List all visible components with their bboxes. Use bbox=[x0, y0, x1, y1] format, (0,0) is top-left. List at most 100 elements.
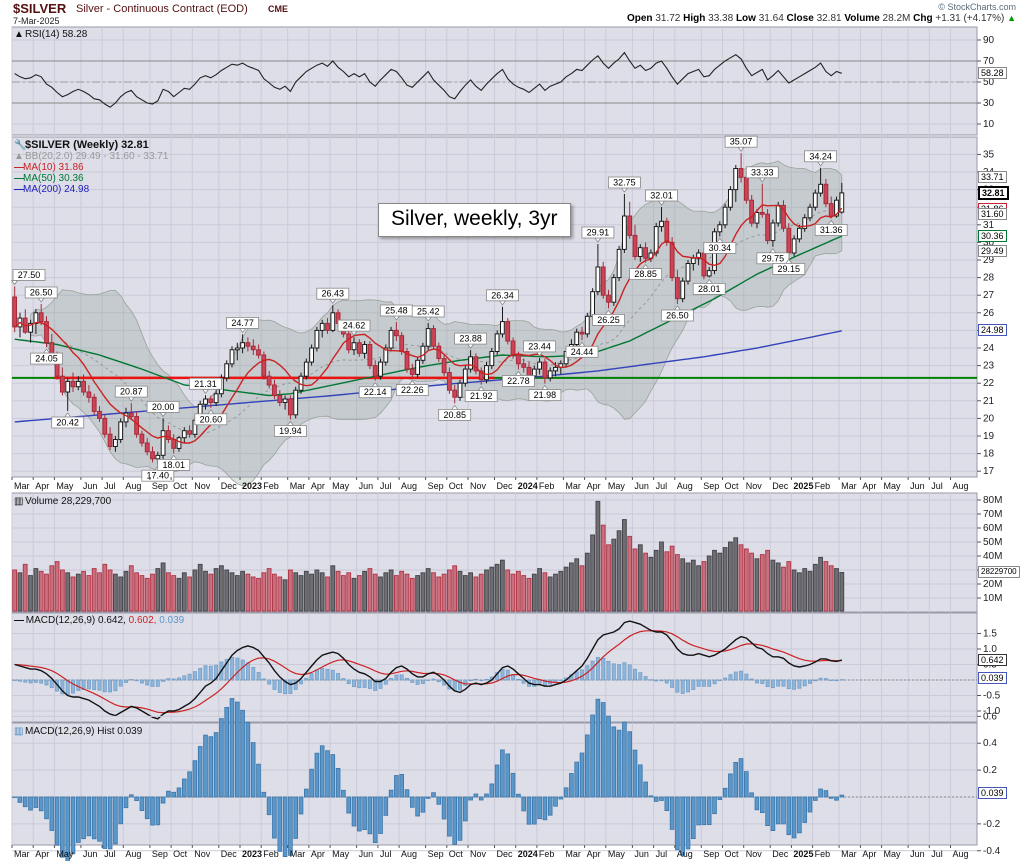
svg-text:Apr: Apr bbox=[311, 849, 325, 859]
svg-text:28.01: 28.01 bbox=[698, 284, 721, 294]
svg-text:May: May bbox=[56, 849, 74, 859]
open-label: Open bbox=[626, 13, 653, 24]
svg-text:Apr: Apr bbox=[311, 481, 325, 491]
svg-text:Sep: Sep bbox=[152, 481, 168, 491]
svg-text:35: 35 bbox=[983, 149, 995, 160]
svg-text:Jul: Jul bbox=[380, 481, 392, 491]
svg-text:2024: 2024 bbox=[518, 481, 538, 491]
svg-text:80M: 80M bbox=[983, 495, 1002, 506]
svg-text:Mar: Mar bbox=[290, 849, 306, 859]
svg-text:31: 31 bbox=[983, 220, 995, 231]
svg-text:Sep: Sep bbox=[703, 849, 719, 859]
svg-text:Sep: Sep bbox=[428, 481, 444, 491]
indicator-icon: ▲ bbox=[14, 29, 24, 40]
svg-text:50M: 50M bbox=[983, 537, 1002, 548]
svg-text:Oct: Oct bbox=[173, 481, 188, 491]
svg-text:90: 90 bbox=[983, 35, 995, 46]
volume-bars-icon: ▥ bbox=[14, 496, 24, 507]
svg-text:22.14: 22.14 bbox=[364, 387, 387, 397]
svg-text:20.87: 20.87 bbox=[120, 387, 143, 397]
bb-upper-box: 33.71 bbox=[978, 171, 1007, 183]
volume-legend: ▥ Volume 28,229,700 bbox=[14, 496, 111, 507]
svg-text:May: May bbox=[608, 481, 626, 491]
svg-text:27.50: 27.50 bbox=[18, 270, 41, 280]
svg-text:Jun: Jun bbox=[634, 481, 649, 491]
high-label: High bbox=[683, 13, 706, 24]
svg-text:23.88: 23.88 bbox=[459, 334, 482, 344]
chart-date: 7-Mar-2025 bbox=[13, 16, 60, 26]
svg-text:Jun: Jun bbox=[83, 849, 98, 859]
chart-type-icon: 🔧 bbox=[14, 140, 27, 151]
hist-last-box: 0.039 bbox=[978, 787, 1007, 799]
svg-text:20M: 20M bbox=[983, 579, 1002, 590]
svg-text:70: 70 bbox=[983, 56, 995, 67]
price-last-box: 32.81 bbox=[978, 186, 1009, 200]
svg-text:Jun: Jun bbox=[910, 481, 925, 491]
svg-text:21.98: 21.98 bbox=[534, 390, 557, 400]
macd-legend: — MACD(12,26,9) 0.642, 0.602, 0.039 bbox=[14, 615, 184, 626]
ma200-box: 24.98 bbox=[978, 324, 1007, 336]
svg-text:Aug: Aug bbox=[952, 849, 968, 859]
svg-text:Jul: Jul bbox=[104, 481, 116, 491]
svg-text:Nov: Nov bbox=[194, 849, 211, 859]
svg-text:Jul: Jul bbox=[656, 849, 668, 859]
svg-text:Jul: Jul bbox=[656, 481, 668, 491]
svg-text:Apr: Apr bbox=[35, 481, 49, 491]
svg-text:29.75: 29.75 bbox=[762, 253, 785, 263]
svg-text:Oct: Oct bbox=[449, 481, 464, 491]
macd-line-icon: — bbox=[14, 615, 24, 626]
ticker-symbol: $SILVER bbox=[13, 1, 67, 16]
bb-legend: BB(20,2.0) 29.49 - 31.60 - 33.71 bbox=[25, 151, 169, 162]
low-label: Low bbox=[735, 13, 756, 24]
svg-text:Mar: Mar bbox=[565, 481, 581, 491]
instrument-name: Silver - Continuous Contract (EOD) bbox=[76, 3, 248, 15]
svg-text:Jun: Jun bbox=[83, 481, 98, 491]
svg-text:Mar: Mar bbox=[290, 481, 306, 491]
volume-legend-text: Volume 28,229,700 bbox=[25, 496, 112, 507]
svg-text:Nov: Nov bbox=[746, 481, 763, 491]
svg-text:Feb: Feb bbox=[263, 849, 279, 859]
svg-text:19.94: 19.94 bbox=[279, 426, 302, 436]
ma50-line-icon: — bbox=[14, 173, 24, 184]
svg-text:Dec: Dec bbox=[772, 481, 789, 491]
svg-text:34.24: 34.24 bbox=[809, 151, 832, 161]
svg-text:24: 24 bbox=[983, 343, 995, 354]
hist-legend: ▥ MACD(12,26,9) Hist 0.039 bbox=[14, 726, 142, 737]
ma10-legend: MA(10) 31.86 bbox=[23, 162, 84, 173]
svg-text:28: 28 bbox=[983, 273, 995, 284]
hist-legend-text: MACD(12,26,9) Hist 0.039 bbox=[25, 726, 143, 737]
chg-value: +1.31 (+4.17%) bbox=[935, 13, 1005, 24]
svg-text:Jun: Jun bbox=[359, 481, 374, 491]
svg-text:May: May bbox=[608, 849, 626, 859]
svg-text:Dec: Dec bbox=[497, 849, 514, 859]
svg-text:19: 19 bbox=[983, 431, 995, 442]
svg-text:60M: 60M bbox=[983, 523, 1002, 534]
chart-note: Silver, weekly, 3yr bbox=[378, 203, 571, 237]
svg-text:0.2: 0.2 bbox=[983, 765, 997, 776]
svg-text:Jun: Jun bbox=[359, 849, 374, 859]
svg-text:Dec: Dec bbox=[497, 481, 514, 491]
svg-text:Apr: Apr bbox=[587, 849, 601, 859]
svg-text:22.78: 22.78 bbox=[507, 376, 530, 386]
svg-text:Feb: Feb bbox=[263, 481, 279, 491]
quote-summary: Open 31.72 High 33.38 Low 31.64 Close 32… bbox=[627, 13, 1016, 24]
ma50-legend: MA(50) 30.36 bbox=[23, 173, 84, 184]
ma200-legend: MA(200) 24.98 bbox=[23, 184, 90, 195]
svg-text:Apr: Apr bbox=[587, 481, 601, 491]
svg-text:26.25: 26.25 bbox=[597, 315, 620, 325]
hist-bars-icon: ▥ bbox=[14, 726, 24, 737]
price-legend-symbol: $SILVER (Weekly) 32.81 bbox=[25, 139, 149, 151]
bb-lower-box: 29.49 bbox=[978, 245, 1007, 257]
svg-text:23.44: 23.44 bbox=[528, 341, 551, 351]
svg-text:Jul: Jul bbox=[931, 849, 943, 859]
svg-text:24.77: 24.77 bbox=[231, 318, 254, 328]
svg-text:Aug: Aug bbox=[125, 481, 141, 491]
svg-text:20.00: 20.00 bbox=[152, 402, 175, 412]
svg-text:21.31: 21.31 bbox=[194, 379, 217, 389]
svg-text:Jul: Jul bbox=[104, 849, 116, 859]
svg-text:Dec: Dec bbox=[221, 481, 238, 491]
svg-text:Feb: Feb bbox=[539, 481, 555, 491]
